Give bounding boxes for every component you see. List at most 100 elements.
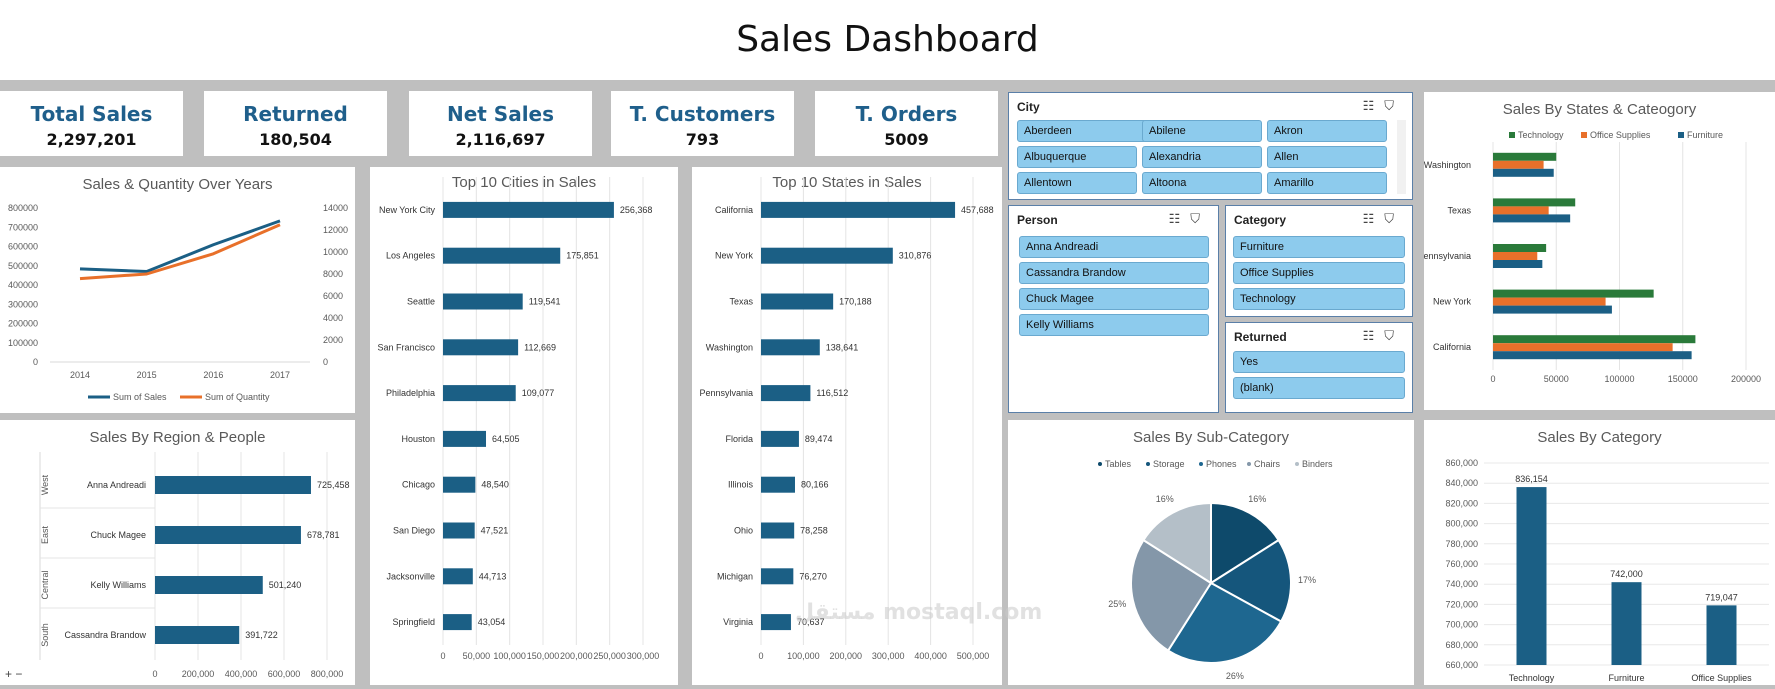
x-tick-label: 200,000 [560,651,593,661]
data-label: 89,474 [805,434,833,444]
bar [761,201,956,218]
bar [443,568,473,585]
multi-select-icon[interactable]: ☷ [1362,211,1385,226]
x-tick-label: 2015 [137,370,157,380]
bar [1493,297,1606,306]
clear-filter-icon[interactable]: ⛉ [1384,328,1404,343]
category-label: Kelly Williams [90,580,146,590]
kpi-value: 5009 [884,130,929,149]
slicer-item[interactable]: Anna Andreadi [1019,236,1209,258]
category-label: New York [1433,297,1472,307]
data-label: 78,258 [800,526,828,536]
chart-region: Sales By Region & People 0 200,000 400,000 6… [39,429,350,679]
y2-tick-label: 14000 [323,203,348,213]
slicer-title: Person [1017,213,1058,227]
legend-label: Office Supplies [1590,130,1651,140]
data-label: 112,669 [524,342,556,352]
slicer-scrollbar[interactable] [1397,120,1406,194]
x-tick-label: 100000 [1604,374,1634,384]
category-label: Florida [725,434,753,444]
y-tick-label: 820,000 [1445,498,1478,508]
kpi-label: T. Customers [629,102,776,126]
kpi-value: 2,116,697 [455,130,546,149]
chart-category: Sales By Category 860,000 840,000 820,000 80… [1445,429,1769,683]
data-label: 725,458 [317,480,350,490]
slicer-item[interactable]: Furniture [1233,236,1405,258]
bar [443,201,614,218]
group-label: East [40,525,50,544]
category-label: Cassandra Brandow [64,630,146,640]
category-label: Illinois [728,480,754,490]
returned-slicer: Returned ☷⛉ Yes (blank) [1225,322,1413,413]
bar [761,568,794,585]
clear-filter-icon[interactable]: ⛉ [1384,98,1404,113]
x-tick-label: 2017 [270,370,290,380]
y-tick-label: 660,000 [1445,660,1478,670]
bar [443,476,476,493]
slicer-title: City [1017,100,1040,114]
legend-swatch [1098,462,1102,466]
slicer-item[interactable]: Aberdeen [1017,120,1147,142]
slicer-item[interactable]: Kelly Williams [1019,314,1209,336]
person-slicer: Person ☷⛉ Anna Andreadi Cassandra Brando… [1008,205,1219,413]
chart-panel-cities: Top 10 Cities in Sales 0 50,000 100,000 150,… [370,167,678,685]
legend-swatch [1146,462,1150,466]
slicer-item[interactable]: Chuck Magee [1019,288,1209,310]
chart-states-category: Sales By States & Cateogory Technology Off… [1424,101,1761,384]
x-tick-label: 2014 [70,370,90,380]
x-tick-label: 300,000 [872,651,905,661]
slicer-item[interactable]: Allen [1267,146,1387,168]
chart-title: Top 10 States in Sales [772,174,921,191]
data-label: 44,713 [479,571,507,581]
chart-panel-category: Sales By Category 860,000 840,000 820,000 80… [1424,420,1775,685]
chart-panel-subcat: Sales By Sub-Category Tables Storage Phones… [1008,420,1414,685]
data-label: 742,000 [1610,569,1643,579]
bar [1493,160,1544,169]
slicer-item[interactable]: Albuquerque [1017,146,1137,168]
legend-swatch [1295,462,1299,466]
category-label: Houston [401,434,435,444]
x-tick-label: 300,000 [627,651,660,661]
data-label: 64,505 [492,434,520,444]
slicer-item[interactable]: Cassandra Brandow [1019,262,1209,284]
x-tick-label: 400,000 [225,669,258,679]
legend-label: Binders [1302,459,1333,469]
data-label: 48,540 [481,480,509,490]
bar [761,247,893,264]
bar [443,614,472,631]
data-label: 116,512 [816,388,848,398]
multi-select-icon[interactable]: ☷ [1168,211,1191,226]
slicer-item[interactable]: Office Supplies [1233,262,1405,284]
bar [761,339,820,356]
category-label: Chicago [402,480,435,490]
slicer-item[interactable]: Altoona [1142,172,1262,194]
bar [443,293,523,310]
slicer-item[interactable]: (blank) [1233,377,1405,399]
clear-filter-icon[interactable]: ⛉ [1384,211,1404,226]
page-title: Sales Dashboard [736,19,1039,60]
y-tick-label: 600000 [8,242,38,252]
x-tick-label: 400,000 [914,651,947,661]
slicer-item[interactable]: Technology [1233,288,1405,310]
data-label: 256,368 [620,205,653,215]
bar [761,522,795,539]
multi-select-icon[interactable]: ☷ [1362,98,1385,113]
zoom-controls[interactable]: + − [5,667,23,681]
slicer-item[interactable]: Yes [1233,351,1405,373]
category-label: New York [715,251,754,261]
bar [155,476,311,494]
bar [443,339,519,356]
slicer-item[interactable]: Allentown [1017,172,1137,194]
category-label: Furniture [1608,673,1644,683]
category-label: Technology [1509,673,1555,683]
kpi-value: 2,297,201 [46,130,137,149]
slicer-item[interactable]: Abilene [1142,120,1262,142]
slicer-item[interactable]: Amarillo [1267,172,1387,194]
chart-panel-states: Top 10 States in Sales 0 100,000 200,000 300… [692,167,1002,685]
clear-filter-icon[interactable]: ⛉ [1190,211,1210,226]
y2-tick-label: 2000 [323,335,343,345]
y-tick-label: 300000 [8,299,38,309]
multi-select-icon[interactable]: ☷ [1362,328,1385,343]
slicer-item[interactable]: Alexandria [1142,146,1262,168]
slicer-item[interactable]: Akron [1267,120,1387,142]
